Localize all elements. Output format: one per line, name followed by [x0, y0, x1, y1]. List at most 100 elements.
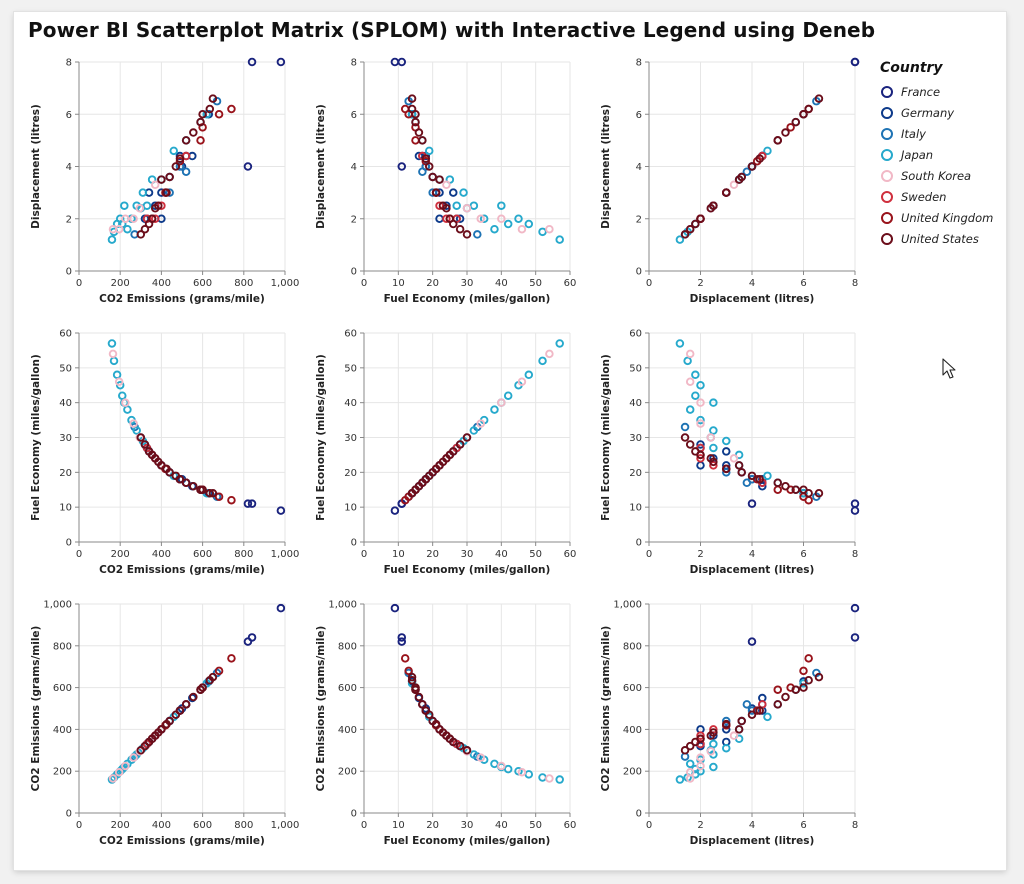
- data-point: [276, 603, 286, 613]
- x-tick-label: 20: [426, 549, 439, 560]
- data-point: [709, 398, 718, 407]
- legend-item-united-states[interactable]: United States: [880, 228, 993, 249]
- y-tick-label: 6: [636, 110, 642, 121]
- data-point: [524, 770, 534, 779]
- plot-mpg-vs-mpg: 0 10 20 30 40 50 60 0 10 20 30 40 50 60 Fuel Economy (…: [315, 329, 576, 577]
- data-point: [390, 603, 400, 613]
- data-point: [205, 104, 215, 114]
- legend-label: South Korea: [901, 168, 972, 183]
- y-tick-label: 6: [351, 110, 357, 121]
- data-point: [114, 767, 124, 777]
- data-point: [165, 172, 174, 182]
- data-point: [683, 356, 692, 366]
- y-tick-label: 0: [351, 809, 357, 820]
- legend-item-sweden[interactable]: Sweden: [880, 186, 993, 207]
- data-point: [791, 117, 801, 127]
- legend-item-france[interactable]: France: [880, 81, 993, 102]
- data-point: [773, 136, 783, 145]
- data-point: [685, 440, 695, 449]
- data-point: [490, 405, 499, 414]
- legend-item-japan[interactable]: Japan: [880, 144, 993, 165]
- x-tick-label: 60: [564, 278, 577, 289]
- data-point: [109, 356, 119, 366]
- data-point: [397, 637, 407, 646]
- data-point: [123, 405, 132, 414]
- x-tick-label: 600: [193, 820, 212, 831]
- data-point: [763, 471, 772, 481]
- data-point: [722, 725, 731, 734]
- y-tick-label: 50: [629, 363, 642, 374]
- data-point: [123, 224, 132, 234]
- data-point: [497, 214, 506, 223]
- data-point: [205, 488, 215, 498]
- x-tick-label: 800: [234, 820, 253, 831]
- data-point: [524, 370, 534, 380]
- plot-co2-vs-co2: 0 200 400 600 800 1,000 0 200 400 600 800 1,000 CO2 …: [30, 600, 299, 848]
- data-point: [171, 162, 181, 171]
- data-point: [799, 683, 808, 692]
- data-point: [814, 94, 824, 103]
- data-point: [157, 725, 166, 734]
- data-point: [431, 464, 441, 474]
- legend-swatch: [881, 190, 893, 203]
- data-point: [706, 747, 716, 756]
- y-tick-label: 0: [636, 538, 642, 549]
- data-point: [479, 214, 489, 223]
- data-point: [162, 464, 171, 474]
- data-point: [555, 235, 564, 244]
- data-point: [208, 672, 218, 682]
- legend-label: Germany: [901, 105, 955, 120]
- y-tick-label: 800: [623, 641, 642, 652]
- legend-swatch: [881, 148, 893, 161]
- legend-label: United Kingdom: [901, 210, 994, 225]
- data-point: [734, 175, 744, 184]
- legend-label: Sweden: [901, 189, 947, 204]
- data-point: [400, 495, 410, 505]
- data-point: [397, 162, 407, 171]
- data-point: [449, 737, 458, 747]
- data-point: [538, 356, 547, 366]
- y-tick-label: 0: [66, 809, 72, 820]
- data-point: [773, 685, 783, 694]
- data-point: [411, 109, 420, 119]
- x-tick-label: 30: [461, 278, 474, 289]
- x-tick-label: 30: [461, 820, 474, 831]
- legend-swatch: [881, 232, 893, 245]
- y-tick-label: 60: [344, 329, 357, 340]
- legend-item-italy[interactable]: Italy: [880, 123, 993, 144]
- x-tick-label: 0: [361, 278, 367, 289]
- data-point: [722, 436, 731, 446]
- data-point: [462, 204, 472, 213]
- data-point: [747, 637, 757, 646]
- data-point: [517, 224, 527, 234]
- data-point: [696, 381, 705, 390]
- x-tick-label: 40: [495, 549, 508, 560]
- x-tick-label: 200: [111, 820, 130, 831]
- y-tick-label: 2: [636, 214, 642, 225]
- y-tick-label: 50: [344, 363, 357, 374]
- data-point: [208, 488, 218, 498]
- data-point: [722, 464, 731, 474]
- legend-item-united-kingdom[interactable]: United Kingdom: [880, 207, 993, 228]
- y-tick-label: 8: [636, 58, 642, 69]
- legend-item-south-korea[interactable]: South Korea: [880, 165, 993, 186]
- data-point: [455, 741, 465, 751]
- y-axis-title: CO2 Emissions (grams/mile): [600, 626, 612, 792]
- x-tick-label: 400: [152, 820, 171, 831]
- data-point: [121, 214, 130, 223]
- x-tick-label: 1,000: [271, 549, 300, 560]
- data-point: [431, 188, 441, 197]
- data-point: [189, 128, 198, 137]
- x-tick-label: 0: [646, 549, 652, 560]
- data-point: [435, 175, 444, 184]
- data-point: [108, 774, 118, 783]
- data-point: [247, 499, 257, 508]
- y-tick-label: 60: [629, 329, 642, 340]
- data-point: [138, 188, 148, 197]
- y-tick-label: 1,000: [328, 600, 357, 611]
- y-tick-label: 4: [351, 162, 357, 173]
- y-tick-label: 1,000: [613, 600, 642, 611]
- legend-item-germany[interactable]: Germany: [880, 102, 993, 123]
- data-point: [428, 172, 437, 182]
